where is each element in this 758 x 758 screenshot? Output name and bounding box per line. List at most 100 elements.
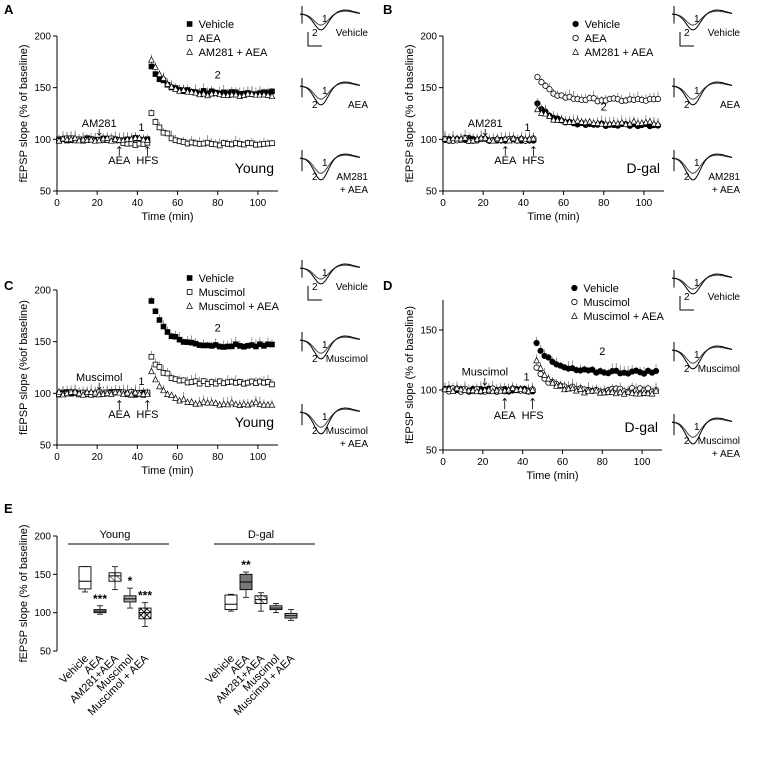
data-point <box>168 391 175 398</box>
x-tick-label: 100 <box>636 198 653 209</box>
data-point <box>168 82 175 90</box>
x-tick-label: 80 <box>212 198 224 209</box>
data-point <box>148 298 155 304</box>
x-tick-label: 40 <box>518 198 530 209</box>
data-point <box>164 80 171 87</box>
trace-label-late: 2 <box>312 282 318 293</box>
group-label: D-gal <box>248 529 274 541</box>
y-tick-label: 50 <box>40 441 52 452</box>
data-point <box>180 86 187 93</box>
data-point <box>509 384 517 391</box>
x-tick-label: 0 <box>440 457 446 468</box>
trace-name: Vehicle <box>336 282 369 293</box>
data-point <box>248 90 256 97</box>
data-point <box>485 385 493 393</box>
series-2 <box>55 364 276 408</box>
x-tick-label: 20 <box>477 457 489 468</box>
data-point <box>461 386 469 393</box>
data-point <box>634 119 642 126</box>
trace-label-early: 1 <box>694 278 700 289</box>
data-point <box>156 382 163 390</box>
data-point <box>461 134 469 141</box>
y-axis-label: fEPSP slope (%of baseline) <box>18 300 30 435</box>
box-body <box>224 594 238 611</box>
data-point <box>493 134 501 142</box>
data-point <box>538 109 545 116</box>
x-tick-label: 60 <box>557 457 569 468</box>
panel-D: D 50 100 150 0 20 40 60 80 100 Time (min) fEPSP slo… <box>383 270 740 482</box>
series-2 <box>55 54 276 144</box>
data-point <box>598 120 606 127</box>
series-2 <box>441 354 660 397</box>
data-point <box>188 88 195 95</box>
data-point <box>160 323 167 330</box>
data-point <box>200 398 208 405</box>
data-point <box>571 298 578 306</box>
annotation-stim: HFS <box>522 410 544 422</box>
data-point <box>87 388 95 395</box>
y-tick-label: 200 <box>34 32 51 43</box>
data-point <box>584 387 592 394</box>
data-point <box>537 364 544 371</box>
legend-entry: Muscimol + AEA <box>199 301 280 313</box>
trace-label-late: 2 <box>684 292 690 303</box>
data-point <box>608 388 616 395</box>
data-point <box>252 91 260 98</box>
box: *** <box>138 589 152 627</box>
data-point <box>654 120 662 127</box>
group-label: D-gal <box>625 419 658 435</box>
box-body <box>78 566 92 590</box>
panel-label-B: B <box>383 2 392 17</box>
data-point <box>618 118 626 126</box>
data-point <box>517 385 525 392</box>
data-point <box>204 399 212 406</box>
annotation-early: 1 <box>524 122 530 134</box>
trace-label-late: 2 <box>312 354 318 365</box>
trace-label-early: 1 <box>322 86 328 97</box>
y-tick-label: 100 <box>34 608 51 619</box>
data-point <box>256 400 264 408</box>
x-tick-label: 80 <box>212 452 224 463</box>
trace-name: Vehicle <box>708 292 741 303</box>
y-axis-label: fEPSP slope (% of baseline) <box>18 45 30 183</box>
trace-1-early <box>299 336 361 354</box>
data-point <box>156 364 163 370</box>
arrow-drug2 <box>502 397 508 410</box>
data-point <box>566 118 573 125</box>
data-point <box>594 119 602 126</box>
data-point <box>228 398 236 406</box>
x-tick-label: 100 <box>634 457 651 468</box>
data-point <box>140 135 147 143</box>
trace-name: Vehicle <box>336 28 369 39</box>
panel-label-A: A <box>4 2 14 17</box>
trace-label-early: 1 <box>322 340 328 351</box>
trace-0-late <box>299 263 361 285</box>
annotation-stim: HFS <box>136 155 158 167</box>
data-point <box>650 119 658 127</box>
data-point <box>164 390 171 397</box>
legend-entry: AM281 + AEA <box>585 47 654 59</box>
trace-1-late <box>671 81 733 106</box>
box: ** <box>239 558 253 598</box>
data-point <box>602 120 610 127</box>
data-point <box>228 90 236 98</box>
data-point <box>164 370 171 377</box>
x-tick-label: 0 <box>54 452 60 463</box>
legend-entry: AEA <box>199 33 222 45</box>
data-point <box>87 135 95 143</box>
data-point <box>578 118 586 125</box>
arrow-drug1 <box>96 129 102 136</box>
data-point <box>646 117 654 125</box>
data-point <box>571 312 578 319</box>
data-point <box>538 79 545 86</box>
trace-name: Muscimol <box>326 426 368 437</box>
data-point <box>269 381 275 388</box>
data-point <box>485 136 493 143</box>
data-point <box>529 386 536 393</box>
trace-label-early: 1 <box>694 422 700 433</box>
legend-entry: Muscimol <box>199 287 245 299</box>
arrow-drug1 <box>96 383 102 390</box>
data-point <box>269 140 275 147</box>
x-tick-label: 80 <box>597 457 609 468</box>
data-point <box>164 130 171 137</box>
